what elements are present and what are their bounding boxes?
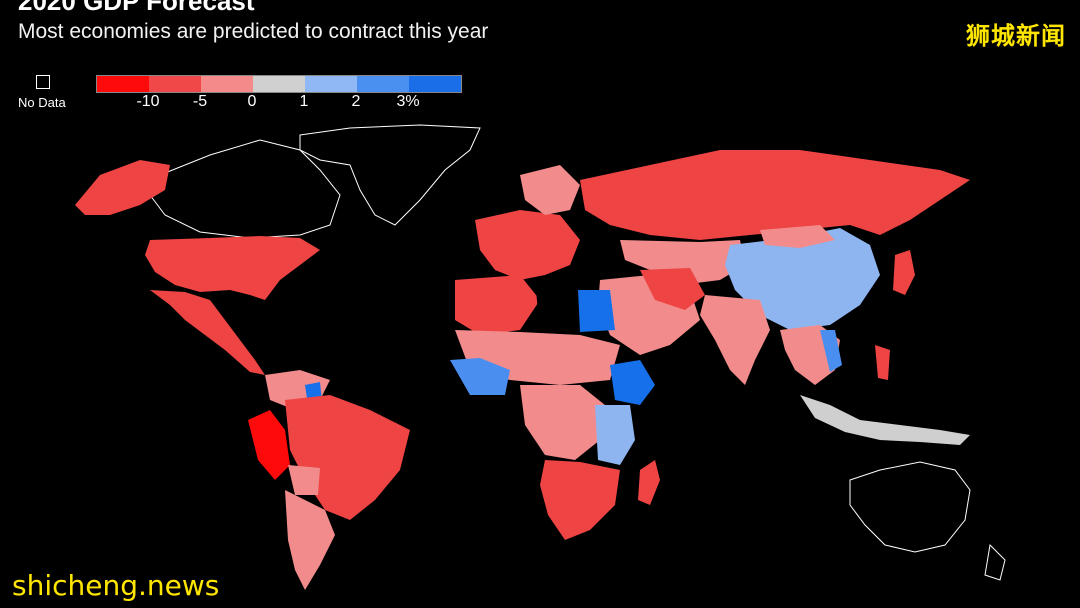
scale-swatch-5 [305,76,357,92]
watermark-site: shicheng.news [12,569,220,602]
region-usa [145,236,320,300]
no-data-legend-swatch [36,75,50,89]
region-mongolia [760,225,835,248]
region-philippines [875,345,890,380]
region-north-africa-west [455,275,540,335]
region-russia [580,150,970,240]
region-iran [640,268,705,310]
scale-swatch-4 [253,76,305,92]
scale-tick-label: -5 [192,93,208,110]
scale-tick-label: 1 [299,93,309,110]
region-china [725,228,880,330]
chart-title-cut: 2020 GDP Forecast [18,0,255,16]
region-new-zealand [984,543,1006,581]
scale-swatch-3 [201,76,253,92]
region-japan [893,250,915,295]
scale-swatch-7 [409,76,461,92]
scale-tick-label: 2 [351,93,361,110]
scale-swatch-6 [357,76,409,92]
region-europe-west [475,210,580,280]
scale-tick-label: 3% [396,93,420,110]
region-alaska [75,160,170,215]
region-east-africa [595,405,635,465]
region-indonesia [800,395,970,445]
scale-swatch-2 [149,76,201,92]
region-australia [849,461,971,553]
region-central-asia [620,240,745,285]
region-greenland [299,124,481,226]
region-libya [535,280,578,332]
region-west-africa-blue [450,358,510,395]
region-madagascar [638,460,660,505]
region-egypt [578,290,615,332]
no-data-legend-label: No Data [18,95,66,110]
region-scandinavia [520,165,580,215]
region-vietnam [820,330,842,372]
color-scale-bar [96,75,462,93]
scale-swatch-1 [97,76,149,92]
scale-tick-label: -10 [136,93,160,110]
region-ethiopia [610,360,655,405]
region-mexico [150,290,265,375]
watermark-chinese: 狮城新闻 [966,23,1066,50]
region-southern-africa [540,460,620,540]
region-india [700,295,770,385]
region-bolivia [288,465,320,495]
region-central-africa [520,385,605,460]
scale-tick-label: 0 [247,93,257,110]
region-peru [248,410,290,480]
region-canada-arctic [149,139,341,239]
region-argentina-chile [285,490,335,590]
chart-subtitle: Most economies are predicted to contract… [18,20,489,43]
